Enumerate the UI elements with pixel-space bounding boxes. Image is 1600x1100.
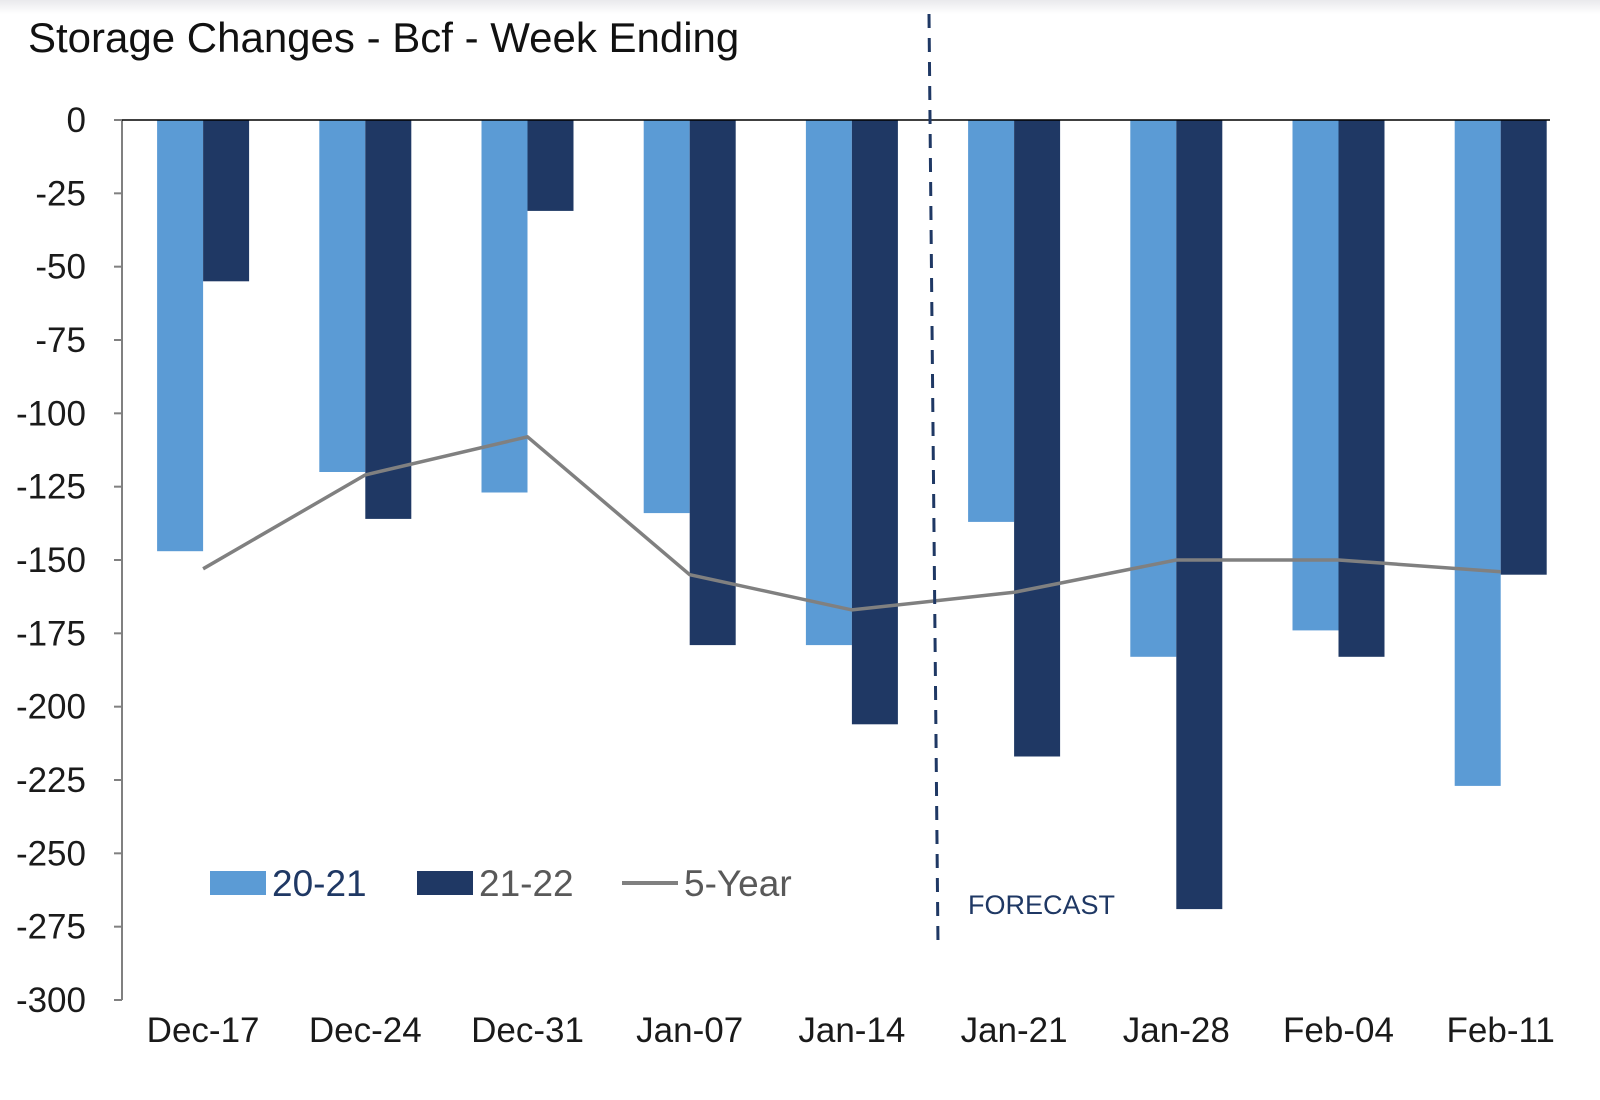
y-tick-label: -150 (16, 541, 86, 580)
series-line-5-Year (202, 435, 1501, 612)
legend-label-21-22: 21-22 (479, 863, 574, 904)
bar-20-21-Dec-31 (481, 120, 528, 493)
bar-20-21-Jan-07 (643, 120, 690, 514)
y-tick-label: -25 (35, 174, 86, 213)
bar-21-22-Dec-17 (203, 120, 250, 282)
bars-layer (157, 120, 1547, 910)
legend-swatch-20-21 (210, 871, 266, 895)
bar-20-21-Dec-24 (319, 120, 366, 472)
x-tick-label: Jan-07 (636, 1011, 743, 1050)
y-tick-label: -75 (35, 321, 86, 360)
y-tick-label: -175 (16, 614, 86, 653)
bar-20-21-Jan-21 (968, 120, 1015, 522)
bar-21-22-Jan-14 (851, 120, 898, 725)
x-tick-label: Jan-28 (1123, 1011, 1230, 1050)
x-tick-label: Dec-31 (471, 1011, 584, 1050)
x-tick-label: Feb-04 (1283, 1011, 1394, 1050)
y-tick-label: -100 (16, 394, 86, 433)
annotation-layer: FORECAST (927, 13, 1115, 946)
bar-20-21-Dec-17 (157, 120, 204, 552)
top-shade (0, 0, 1600, 14)
chart-title: Storage Changes - Bcf - Week Ending (28, 14, 740, 61)
y-tick-label: -300 (16, 981, 86, 1020)
y-tick-label: 0 (67, 101, 86, 140)
x-tick-label: Feb-11 (1447, 1011, 1555, 1050)
x-tick-label: Jan-21 (961, 1011, 1068, 1050)
bar-21-22-Feb-11 (1500, 120, 1547, 575)
y-tick-label: -225 (16, 761, 86, 800)
legend-swatch-21-22 (417, 871, 473, 895)
x-tick-label: Dec-17 (147, 1011, 260, 1050)
bar-20-21-Jan-28 (1130, 120, 1177, 657)
y-tick-label: -250 (16, 834, 86, 873)
legend-label-5-Year: 5-Year (684, 863, 792, 904)
y-tick-label: -200 (16, 688, 86, 727)
x-tick-label: Dec-24 (309, 1011, 422, 1050)
y-tick-label: -275 (16, 908, 86, 947)
bar-20-21-Jan-14 (805, 120, 852, 646)
forecast-label: FORECAST (968, 890, 1115, 920)
legend-label-20-21: 20-21 (272, 863, 367, 904)
bar-21-22-Jan-07 (689, 120, 736, 646)
line-layer (202, 435, 1501, 612)
y-tick-label: -50 (35, 248, 86, 287)
bar-21-22-Jan-28 (1176, 120, 1223, 910)
bar-21-22-Dec-24 (365, 120, 412, 519)
legend: 20-21 21-22 5-Year (210, 863, 792, 904)
x-tick-label: Jan-14 (798, 1011, 905, 1050)
bar-20-21-Feb-04 (1292, 120, 1339, 631)
bar-21-22-Jan-21 (1014, 120, 1061, 757)
axis-layer: 0 -25 -50 -75 -100 -125 -150 -175 -200 -225 -250 -2… (16, 101, 1555, 1050)
bar-21-22-Dec-31 (527, 120, 574, 211)
y-tick-label: -125 (16, 468, 86, 507)
forecast-divider-line (927, 13, 940, 946)
bar-20-21-Feb-11 (1454, 120, 1501, 786)
bar-21-22-Feb-04 (1338, 120, 1385, 657)
